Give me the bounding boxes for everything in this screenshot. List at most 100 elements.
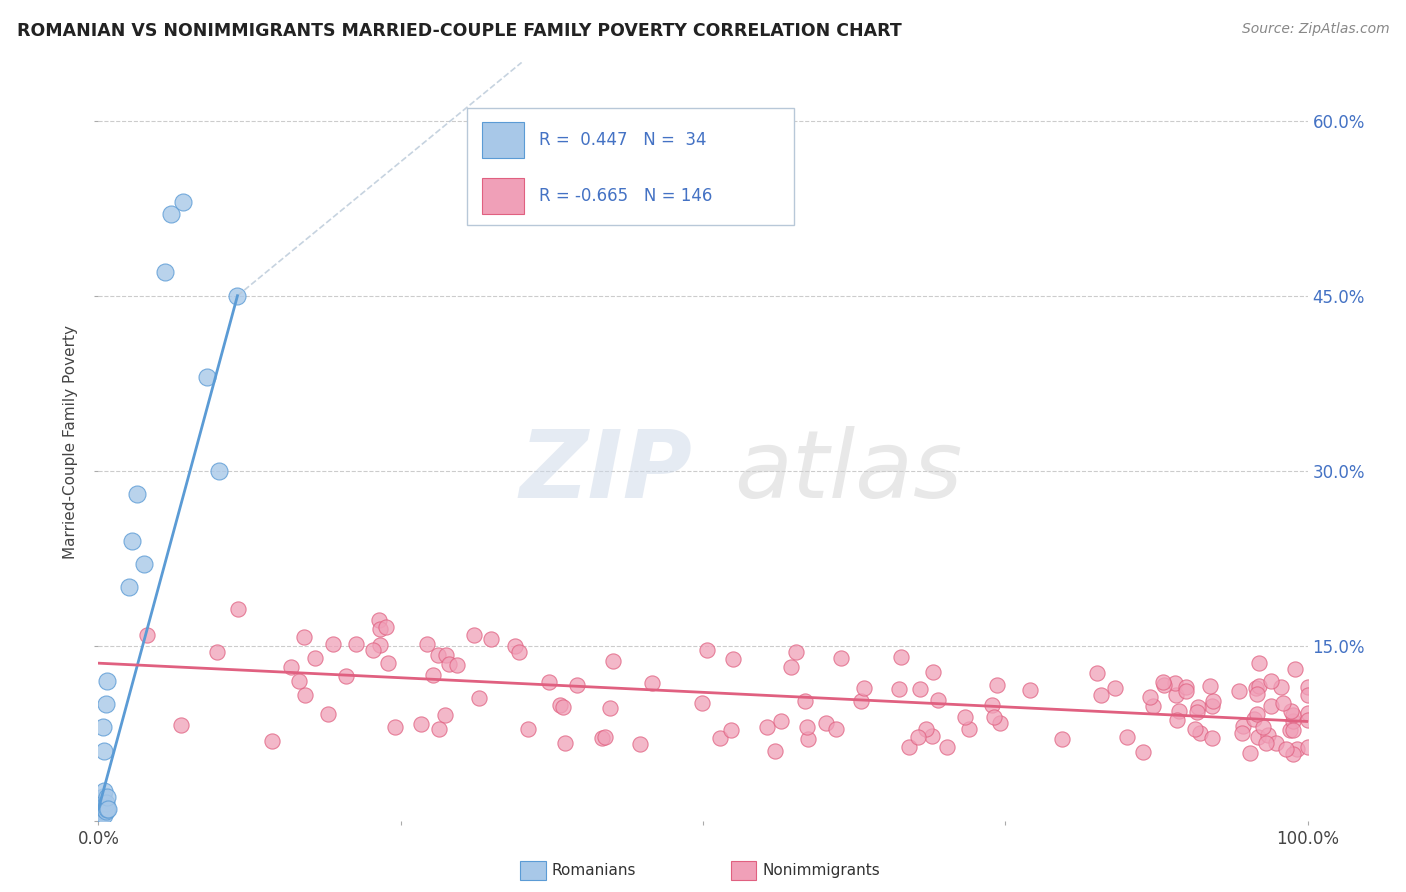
Point	[1281, 747, 1303, 761]
Point	[90, 802, 112, 816]
Point	[226, 602, 249, 616]
Point	[1184, 722, 1206, 736]
Point	[439, 657, 461, 672]
Point	[463, 628, 485, 642]
Point	[1282, 723, 1305, 737]
Point	[755, 720, 778, 734]
Point	[375, 620, 398, 634]
Point	[1132, 745, 1154, 759]
Point	[1247, 730, 1270, 744]
Point	[322, 637, 344, 651]
Point	[89, 805, 111, 819]
Point	[551, 700, 574, 714]
Point	[910, 682, 932, 697]
Bar	[482, 178, 524, 214]
Point	[90, 807, 112, 822]
Point	[468, 691, 491, 706]
Point	[1260, 698, 1282, 713]
Point	[1168, 704, 1191, 718]
Point	[1202, 694, 1225, 708]
Point	[1296, 706, 1319, 721]
Point	[96, 673, 118, 688]
Point	[377, 656, 399, 670]
Y-axis label: Married-Couple Family Poverty: Married-Couple Family Poverty	[63, 325, 79, 558]
Point	[1264, 735, 1286, 749]
Point	[503, 640, 526, 654]
Point	[1019, 683, 1042, 698]
Point	[1142, 698, 1164, 713]
Point	[226, 289, 249, 303]
Point	[770, 714, 793, 728]
Point	[1174, 680, 1197, 694]
Point	[1285, 742, 1308, 756]
Point	[205, 645, 228, 659]
Point	[96, 790, 118, 805]
Point	[785, 645, 807, 659]
Point	[153, 265, 176, 279]
Point	[260, 734, 283, 748]
Point	[1247, 680, 1270, 694]
Point	[721, 651, 744, 665]
Point	[796, 720, 818, 734]
Point	[1246, 688, 1268, 702]
Point	[709, 731, 731, 745]
Point	[690, 696, 713, 710]
Point	[628, 737, 651, 751]
Point	[91, 796, 114, 810]
Point	[1201, 698, 1223, 713]
FancyBboxPatch shape	[467, 108, 793, 226]
Point	[91, 807, 114, 822]
Point	[1270, 680, 1292, 694]
Point	[602, 654, 624, 668]
Text: Nonimmigrants: Nonimmigrants	[762, 863, 880, 878]
Point	[955, 710, 977, 724]
Point	[90, 796, 112, 810]
Point	[830, 651, 852, 665]
Point	[160, 207, 183, 221]
Point	[344, 637, 367, 651]
Point	[538, 675, 561, 690]
Point	[91, 720, 114, 734]
Point	[416, 637, 439, 651]
Point	[1257, 728, 1279, 742]
Point	[983, 710, 1005, 724]
Point	[516, 722, 538, 736]
Point	[1254, 736, 1277, 750]
Point	[422, 667, 444, 681]
Point	[294, 688, 316, 702]
Point	[914, 722, 936, 736]
Text: Romanians: Romanians	[551, 863, 636, 878]
Point	[936, 739, 959, 754]
Point	[1085, 666, 1108, 681]
Point	[1279, 704, 1302, 718]
Point	[94, 796, 117, 810]
Point	[93, 802, 115, 816]
Point	[304, 650, 326, 665]
Point	[370, 622, 392, 636]
Point	[316, 706, 339, 721]
Text: ZIP: ZIP	[520, 425, 693, 518]
Point	[1153, 677, 1175, 691]
Point	[1260, 673, 1282, 688]
Point	[1282, 708, 1305, 723]
Point	[1272, 697, 1295, 711]
Point	[434, 648, 457, 662]
Point	[91, 802, 114, 816]
Point	[907, 730, 929, 744]
Point	[134, 557, 156, 571]
Point	[1050, 731, 1073, 746]
Point	[921, 730, 943, 744]
Point	[593, 730, 616, 744]
Point	[91, 805, 114, 819]
Bar	[482, 121, 524, 158]
Text: atlas: atlas	[734, 426, 962, 517]
Point	[121, 533, 143, 548]
Point	[1243, 713, 1265, 727]
Point	[1174, 684, 1197, 698]
Point	[91, 796, 114, 810]
Point	[890, 649, 912, 664]
Point	[1230, 725, 1253, 739]
Point	[287, 674, 309, 689]
Point	[1284, 662, 1306, 676]
Point	[368, 638, 391, 652]
